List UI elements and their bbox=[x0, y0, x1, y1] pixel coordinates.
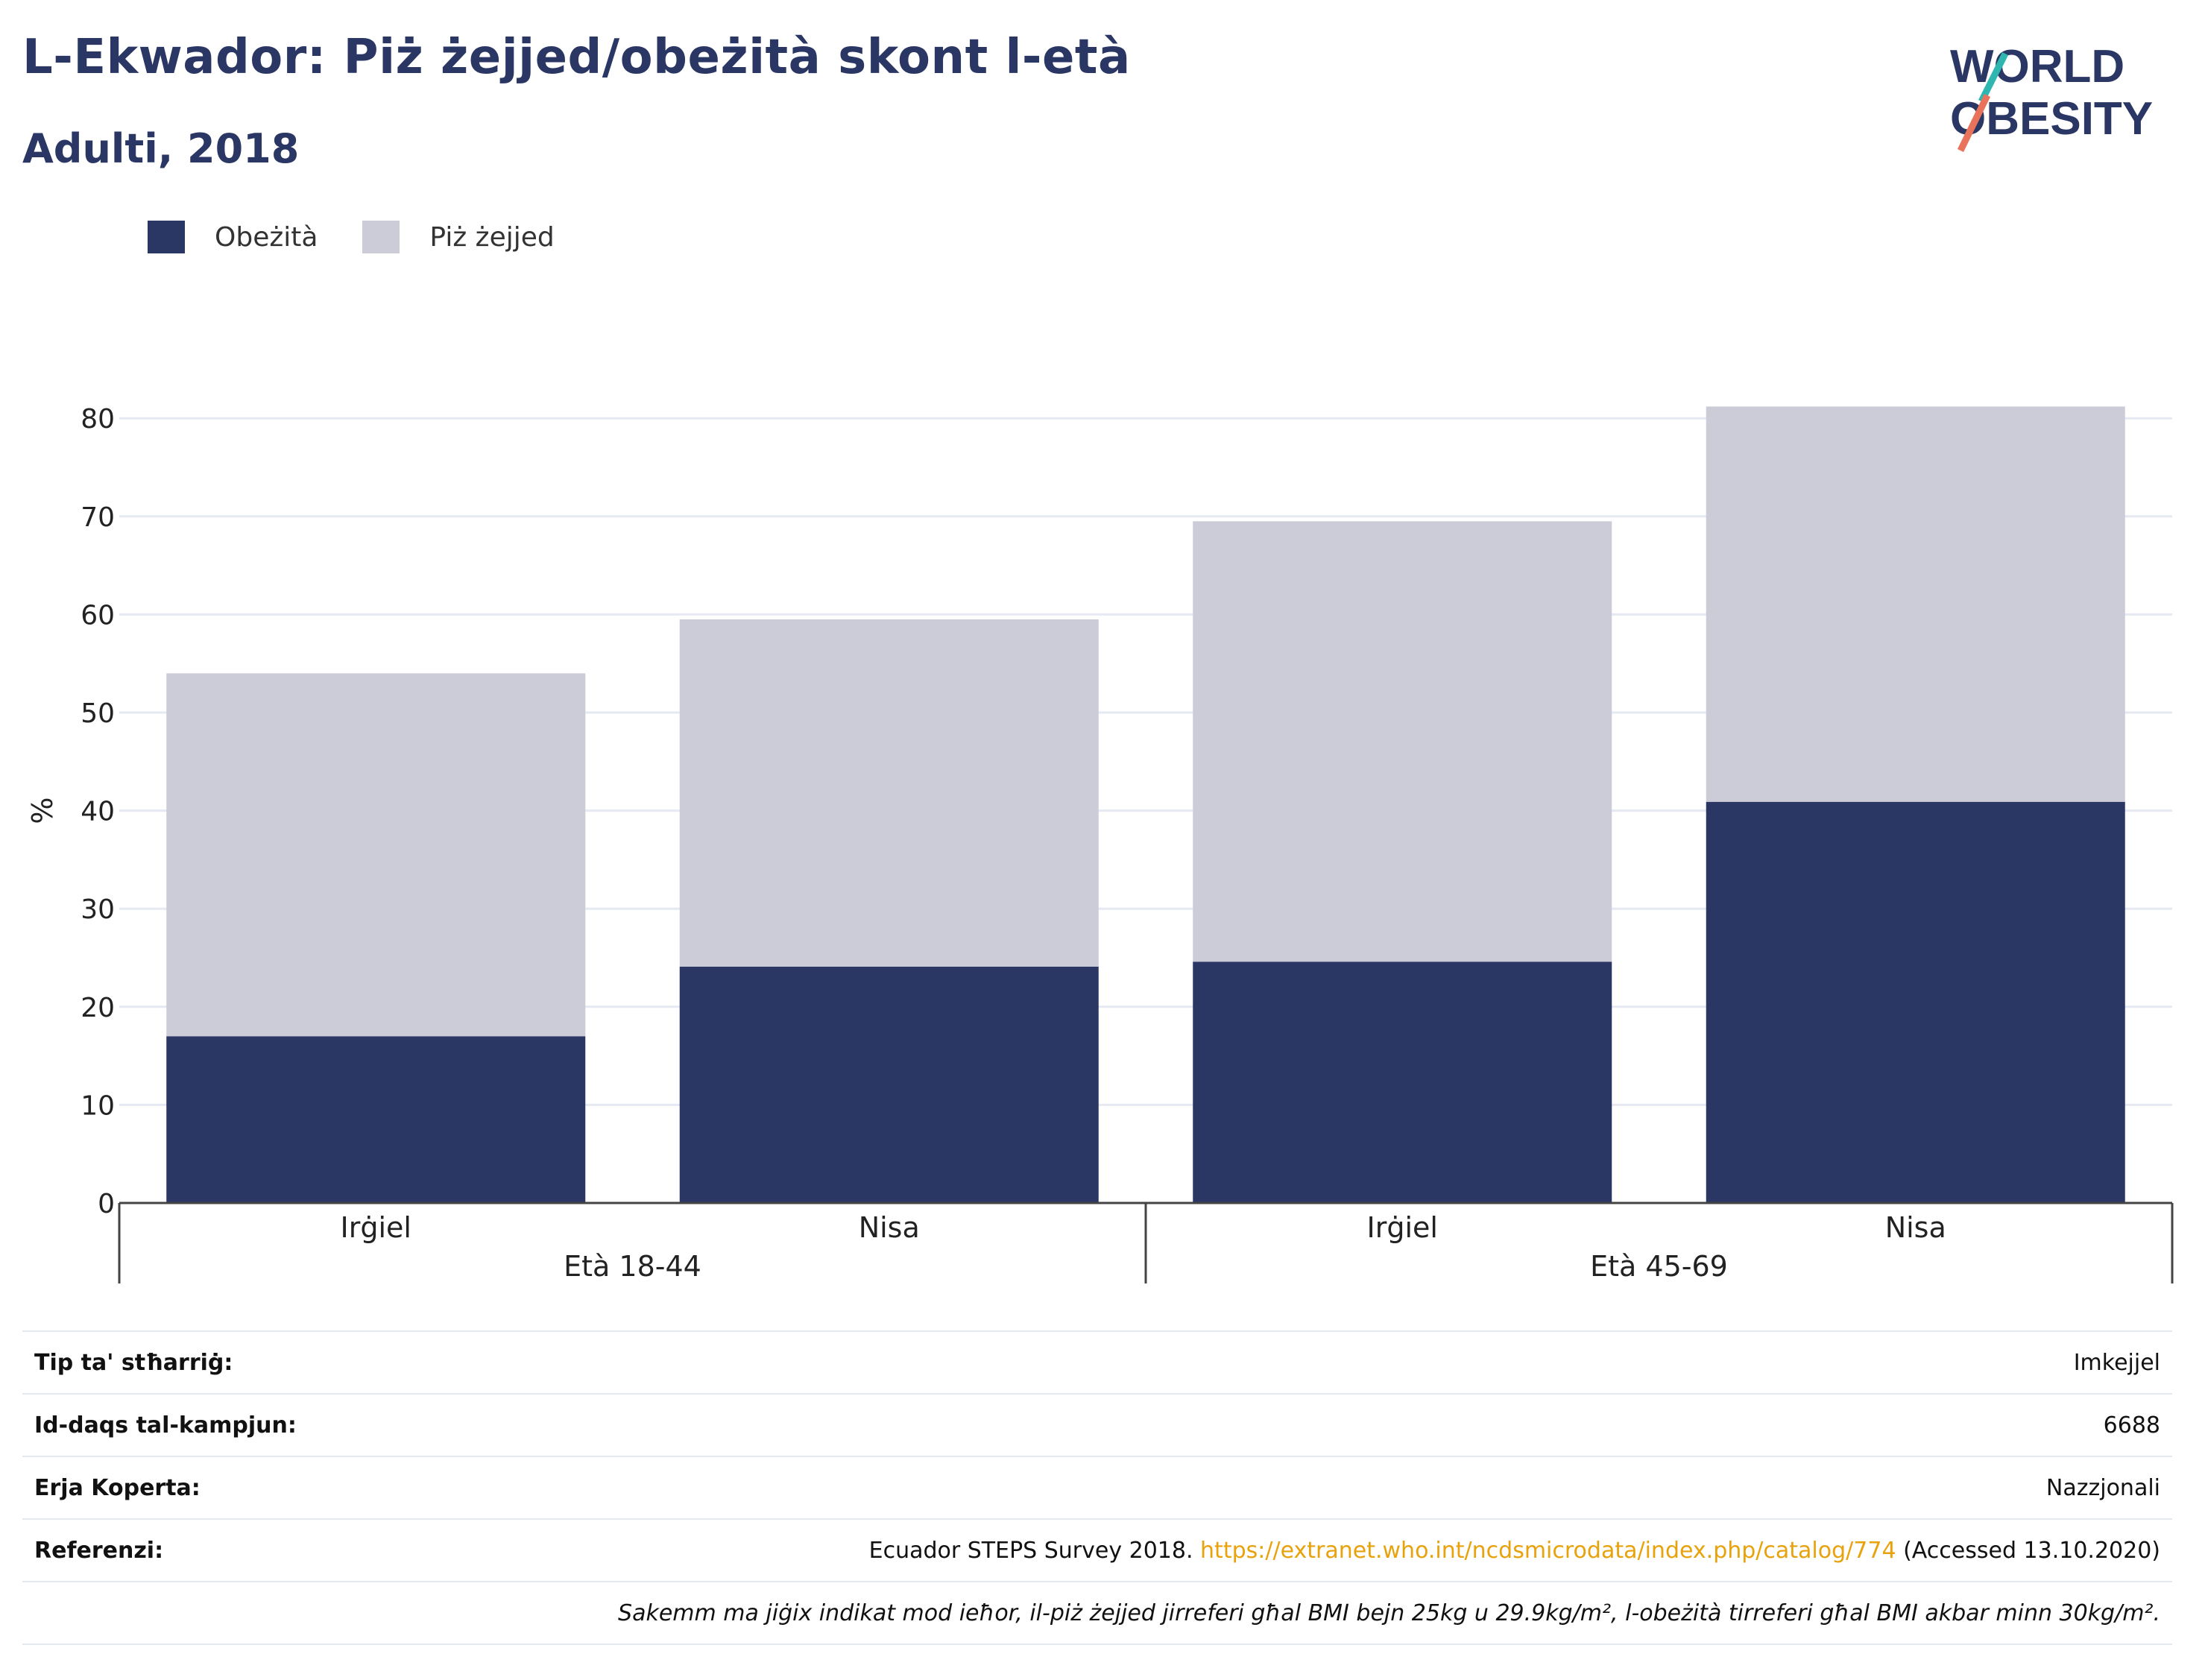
meta-value: Imkejjel bbox=[2073, 1349, 2160, 1376]
meta-row-area-covered: Erja Koperta: Nazzjonali bbox=[22, 1456, 2172, 1518]
x-tick-label: Irġiel bbox=[1367, 1211, 1438, 1244]
page-title: L-Ekwador: Piż żejjed/obeżità skont l-et… bbox=[22, 30, 1131, 85]
legend-label-obesity: Obeżità bbox=[215, 221, 318, 253]
world-obesity-logo: WORLD OBESITY bbox=[1950, 41, 2153, 152]
bar-overweight bbox=[1193, 521, 1612, 962]
y-tick-label: 50 bbox=[81, 698, 115, 729]
svg-text:WORLD: WORLD bbox=[1950, 41, 2124, 92]
y-tick-label: 10 bbox=[81, 1090, 115, 1121]
definition-note-text: Sakemm ma jiġix indikat mod ieħor, il-pi… bbox=[618, 1600, 2160, 1626]
x-tick-label: Nisa bbox=[859, 1211, 920, 1244]
meta-label: Id-daqs tal-kampjun: bbox=[34, 1412, 297, 1439]
legend-swatch-obesity bbox=[148, 221, 185, 253]
bar-obesity bbox=[1706, 801, 2125, 1203]
y-tick-label: 80 bbox=[81, 404, 115, 435]
stacked-bar-chart: 0 10 20 30 40 50 60 70 80% Irġiel Nisa Irġiel Nisa Et… bbox=[26, 404, 2174, 1283]
page-subtitle: Adulti, 2018 bbox=[22, 125, 300, 172]
legend-label-overweight: Piż żejjed bbox=[429, 221, 555, 253]
legend-swatch-overweight bbox=[362, 221, 400, 253]
reference-suffix: (Accessed 13.10.2020) bbox=[1896, 1537, 2160, 1564]
y-axis-label: % bbox=[26, 798, 59, 824]
reference-text: Ecuador STEPS Survey 2018. https://extra… bbox=[869, 1538, 2160, 1564]
definition-note: Sakemm ma jiġix indikat mod ieħor, il-pi… bbox=[22, 1581, 2172, 1645]
group-label: Età 18-44 bbox=[564, 1250, 701, 1283]
bar-obesity bbox=[679, 966, 1099, 1203]
x-tick-label: Nisa bbox=[1885, 1211, 1946, 1244]
bar-overweight bbox=[679, 619, 1099, 967]
bar-obesity bbox=[166, 1036, 586, 1203]
y-tick-label: 30 bbox=[81, 894, 115, 925]
y-tick-label: 20 bbox=[81, 993, 115, 1023]
legend-item-overweight: Piż żejjed bbox=[362, 221, 555, 253]
y-tick-label: 60 bbox=[81, 600, 115, 631]
chart-legend: Obeżità Piż żejjed bbox=[148, 221, 599, 253]
meta-value: Nazzjonali bbox=[2045, 1474, 2160, 1501]
meta-label: Tip ta' stħarriġ: bbox=[34, 1349, 233, 1376]
meta-row-survey-type: Tip ta' stħarriġ: Imkejjel bbox=[22, 1330, 2172, 1393]
meta-row-references: Referenzi: Ecuador STEPS Survey 2018. ht… bbox=[22, 1518, 2172, 1581]
meta-label: Referenzi: bbox=[34, 1537, 164, 1564]
survey-details-table: Tip ta' stħarriġ: Imkejjel Id-daqs tal-k… bbox=[22, 1330, 2172, 1645]
y-tick-label: 70 bbox=[81, 502, 115, 533]
bar-overweight bbox=[166, 673, 586, 1037]
y-tick-label: 40 bbox=[81, 797, 115, 827]
meta-value: 6688 bbox=[2103, 1412, 2160, 1439]
reference-link[interactable]: https://extranet.who.int/ncdsmicrodata/i… bbox=[1200, 1537, 1896, 1564]
meta-row-sample-size: Id-daqs tal-kampjun: 6688 bbox=[22, 1393, 2172, 1456]
x-tick-label: Irġiel bbox=[341, 1211, 411, 1244]
group-label: Età 45-69 bbox=[1590, 1250, 1728, 1283]
meta-label: Erja Koperta: bbox=[34, 1474, 201, 1501]
bar-overweight bbox=[1706, 406, 2125, 802]
legend-item-obesity: Obeżità bbox=[148, 221, 318, 253]
reference-prefix: Ecuador STEPS Survey 2018. bbox=[868, 1537, 1201, 1564]
bar-obesity bbox=[1193, 961, 1612, 1203]
y-tick-label: 0 bbox=[98, 1189, 115, 1219]
